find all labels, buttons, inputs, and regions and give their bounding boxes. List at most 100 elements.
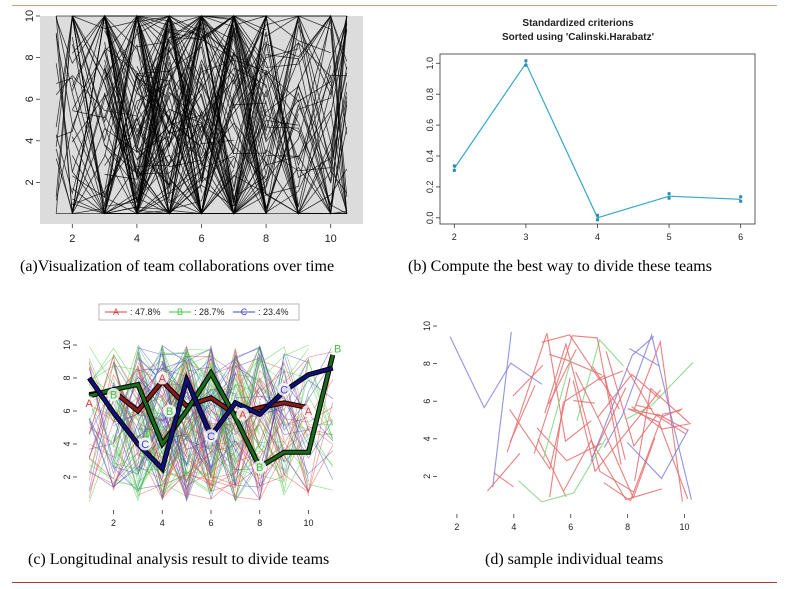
top-rule [12, 5, 777, 6]
background-trajectory [113, 354, 261, 477]
y-tick-label: 8 [24, 55, 36, 61]
caption-b: (b) Compute the best way to divide these… [408, 258, 712, 275]
team-line [449, 336, 543, 409]
collaboration-line [55, 15, 299, 214]
chart-c-longitudinal: A: 47.8% B: 28.7% C: 23.4% 2 4 6 8 10 2 4 6 8 10 A B A C… [62, 303, 345, 528]
panel-d: 2 4 6 8 10 2 4 6 8 10 [415, 321, 720, 544]
team-line [541, 334, 624, 381]
legend-label: : 47.8% [130, 307, 161, 317]
background-trajectory [162, 361, 309, 486]
team-line [576, 338, 624, 421]
criterion-point [596, 218, 599, 222]
cluster-marker-label: C [141, 439, 149, 451]
legend-label: : 23.4% [258, 307, 289, 317]
y-tick-label: 1.0 [425, 57, 435, 70]
team-line [518, 438, 607, 503]
background-trajectory [161, 346, 309, 486]
cluster-marker-label: C [207, 431, 215, 443]
team-line [626, 429, 689, 480]
background-trajectory [161, 351, 333, 500]
team-line [634, 387, 690, 481]
caption-a: (a)Visualization of team collaborations … [20, 258, 335, 275]
background-trajectory [137, 359, 187, 397]
criterion-point [452, 164, 456, 168]
x-tick-label: 2 [452, 232, 457, 242]
team-line [597, 373, 660, 418]
y-tick-label: 8 [62, 375, 72, 380]
background-trajectory [137, 368, 334, 471]
x-tick-label: 10 [303, 518, 313, 528]
legend-marker: B [177, 307, 183, 317]
background-trajectory [88, 381, 139, 491]
cluster-marker-bg [82, 396, 96, 410]
collaboration-line [104, 59, 267, 215]
team-line [603, 333, 693, 500]
y-tick-label: 0.6 [425, 119, 435, 132]
x-tick-label: 5 [667, 232, 672, 242]
cluster-line-B [88, 354, 335, 470]
caption-c: (c) Longitudinal analysis result to divi… [28, 551, 330, 568]
team-line [542, 357, 573, 460]
background-trajectory [137, 347, 285, 457]
x-tick-label: 8 [257, 518, 262, 528]
background-trajectory [113, 402, 212, 503]
collaboration-line [136, 15, 348, 213]
criterion-point [739, 199, 743, 203]
team-line [626, 361, 694, 420]
cluster-marker-bg [138, 437, 152, 451]
criterion-point [524, 59, 528, 63]
background-trajectory [161, 383, 261, 501]
cluster-marker-label: A [86, 398, 94, 410]
collaboration-line [136, 65, 332, 208]
cluster-marker-bg [236, 407, 250, 421]
y-tick-label: 2 [24, 179, 36, 185]
team-line [575, 371, 656, 500]
bottom-rule [12, 582, 777, 583]
criterion-point [739, 195, 743, 199]
collaboration-line [136, 14, 348, 215]
background-trajectory [137, 355, 334, 459]
collaboration-line [72, 157, 235, 215]
y-tick-label: 10 [24, 10, 36, 22]
background-trajectory [113, 352, 163, 442]
team-line [492, 331, 512, 488]
x-tick-label: 8 [263, 233, 269, 245]
background-trajectory [88, 396, 285, 481]
y-tick-label: 0.2 [425, 181, 435, 194]
team-line [493, 472, 514, 488]
y-tick-label: 4 [62, 441, 72, 446]
cluster-marker-bg [163, 404, 177, 418]
cluster-marker-label: A [239, 409, 247, 421]
collaboration-line [136, 15, 267, 214]
background-trajectory [113, 363, 260, 463]
background-trajectory [113, 384, 163, 483]
team-line [635, 404, 653, 410]
team-line [631, 406, 692, 430]
y-tick-label: 2 [62, 474, 72, 479]
cluster-marker-label: B [334, 343, 341, 355]
x-tick-label: 6 [198, 233, 204, 245]
collaboration-line [136, 14, 347, 214]
x-tick-label: 6 [568, 522, 573, 532]
x-tick-label: 2 [69, 233, 75, 245]
cluster-marker-bg [155, 371, 169, 385]
cluster-marker-label: B [256, 462, 263, 474]
team-line [537, 438, 567, 498]
collaboration-line [55, 15, 267, 203]
cluster-marker-label: A [305, 406, 313, 418]
cluster-marker-bg [301, 404, 315, 418]
x-tick-label: 6 [738, 232, 743, 242]
team-line [633, 339, 683, 502]
y-tick-label: 10 [62, 340, 72, 350]
collaboration-line [136, 14, 299, 215]
legend-marker: A [113, 307, 119, 317]
x-tick-label: 4 [511, 522, 516, 532]
team-line [544, 341, 634, 493]
background-trajectory [89, 373, 236, 487]
team-line [549, 353, 602, 376]
legend: A: 47.8% B: 28.7% C: 23.4% [98, 303, 300, 321]
criterion-point [524, 63, 528, 67]
y-tick-label: 10 [422, 321, 432, 331]
x-tick-label: 10 [680, 522, 690, 532]
cluster-marker-bg [331, 341, 345, 355]
